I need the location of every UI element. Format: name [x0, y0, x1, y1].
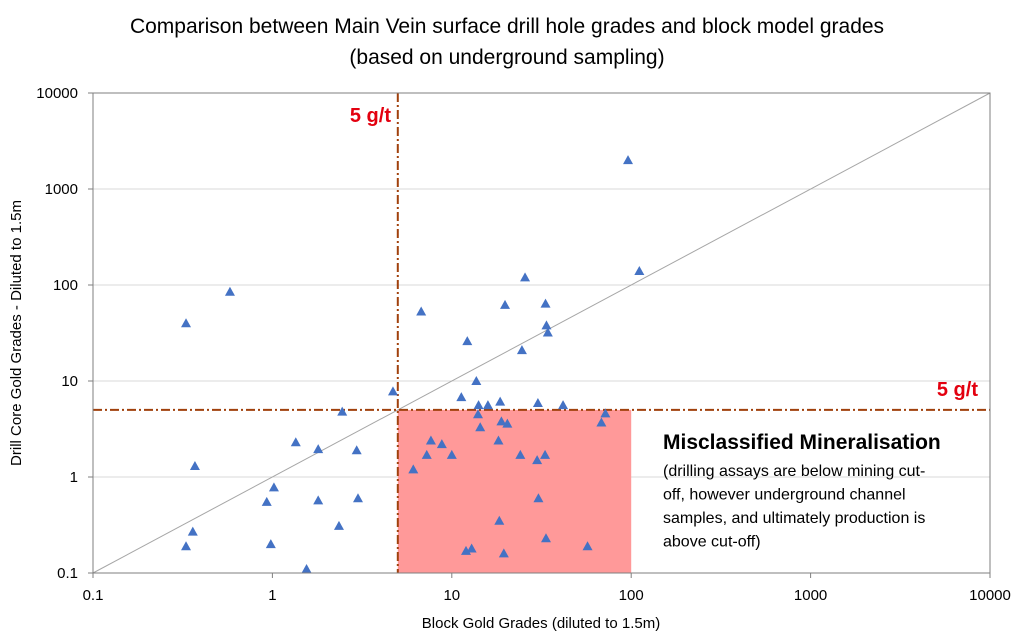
data-point-7 — [268, 482, 279, 492]
data-point-31 — [482, 400, 493, 410]
note-line-2: samples, and ultimately production is — [663, 510, 925, 527]
data-point-34 — [495, 396, 506, 406]
data-point-44 — [533, 493, 544, 503]
data-point-33 — [494, 515, 505, 525]
data-point-13 — [337, 406, 348, 416]
data-point-17 — [408, 464, 419, 474]
data-point-30 — [475, 422, 486, 432]
data-point-25 — [462, 336, 473, 346]
y-axis-ticks: 0.1 1 10 100 1000 10000 — [36, 85, 93, 582]
y-tick-label-3: 100 — [53, 277, 78, 294]
data-point-51 — [582, 541, 593, 551]
data-point-23 — [456, 392, 467, 402]
data-point-3 — [187, 526, 198, 536]
data-point-14 — [351, 445, 362, 455]
cutoff-label-horizontal: 5 g/t — [937, 379, 978, 401]
data-point-22 — [446, 449, 457, 459]
data-point-50 — [558, 400, 569, 410]
data-point-36 — [498, 548, 509, 558]
x-axis-ticks: 0.1 1 10 100 1000 10000 — [83, 573, 1011, 604]
data-point-4 — [189, 461, 200, 471]
data-point-46 — [540, 298, 551, 308]
data-point-11 — [313, 495, 324, 505]
parity-line — [92, 92, 991, 574]
data-point-2 — [181, 541, 192, 551]
cutoff-label-vertical: 5 g/t — [350, 105, 391, 127]
chart-title-line-1: Comparison between Main Vein surface dri… — [130, 15, 884, 38]
note-line-0: (drilling assays are below mining cut- — [663, 463, 925, 480]
highlight-region-title: Misclassified Mineralisation — [663, 431, 941, 454]
data-point-53 — [600, 408, 611, 418]
data-point-32 — [493, 435, 504, 445]
x-tick-label-1: 1 — [268, 587, 276, 604]
data-point-54 — [623, 155, 634, 165]
y-tick-label-5: 10000 — [36, 85, 78, 102]
x-tick-label-4: 1000 — [794, 587, 827, 604]
data-point-18 — [416, 306, 427, 316]
x-axis-title: Block Gold Grades (diluted to 1.5m) — [422, 615, 660, 632]
y-tick-label-0: 0.1 — [57, 565, 78, 582]
data-point-27 — [471, 376, 482, 385]
y-tick-label-4: 1000 — [45, 181, 78, 198]
plot-area-border — [92, 92, 991, 574]
data-point-43 — [532, 397, 543, 407]
data-point-42 — [532, 455, 543, 465]
y-tick-label-2: 10 — [61, 373, 78, 390]
data-point-6 — [265, 539, 276, 549]
highlight-region-note: (drilling assays are below mining cut-of… — [663, 463, 925, 551]
data-point-0 — [181, 318, 192, 328]
data-point-37 — [500, 299, 511, 309]
data-point-5 — [261, 496, 272, 506]
x-tick-label-3: 100 — [619, 587, 644, 604]
data-point-41 — [520, 272, 531, 282]
data-point-38 — [502, 418, 513, 428]
data-point-35 — [496, 416, 507, 426]
data-point-16 — [387, 386, 398, 396]
data-point-49 — [542, 327, 553, 337]
data-point-48 — [541, 320, 552, 330]
misclassified-region — [397, 409, 632, 573]
x-tick-label-2: 10 — [443, 587, 460, 604]
note-line-3: above cut-off) — [663, 534, 761, 551]
data-point-15 — [352, 493, 363, 503]
data-point-29 — [473, 400, 484, 410]
data-point-52 — [596, 417, 607, 427]
data-point-39 — [515, 449, 526, 459]
data-point-26 — [466, 543, 477, 553]
data-point-12 — [333, 520, 344, 530]
data-point-24 — [461, 545, 472, 555]
data-point-28 — [473, 409, 484, 419]
data-point-9 — [301, 564, 312, 574]
data-point-19 — [421, 449, 432, 459]
data-point-21 — [436, 439, 447, 449]
data-point-47 — [540, 533, 551, 543]
data-point-1 — [224, 286, 235, 296]
y-tick-label-1: 1 — [70, 469, 78, 486]
chart-title-line-2: (based on underground sampling) — [349, 46, 664, 69]
data-point-55 — [634, 265, 645, 275]
data-point-10 — [313, 444, 324, 454]
data-point-8 — [290, 437, 301, 447]
data-points — [181, 155, 645, 574]
x-tick-label-5: 10000 — [969, 587, 1011, 604]
y-axis-title: Drill Core Gold Grades - Diluted to 1.5m — [8, 200, 25, 466]
data-point-20 — [425, 435, 436, 445]
data-point-40 — [516, 345, 527, 355]
data-point-45 — [540, 449, 551, 459]
x-tick-label-0: 0.1 — [83, 587, 104, 604]
note-line-1: off, however underground channel — [663, 487, 906, 504]
